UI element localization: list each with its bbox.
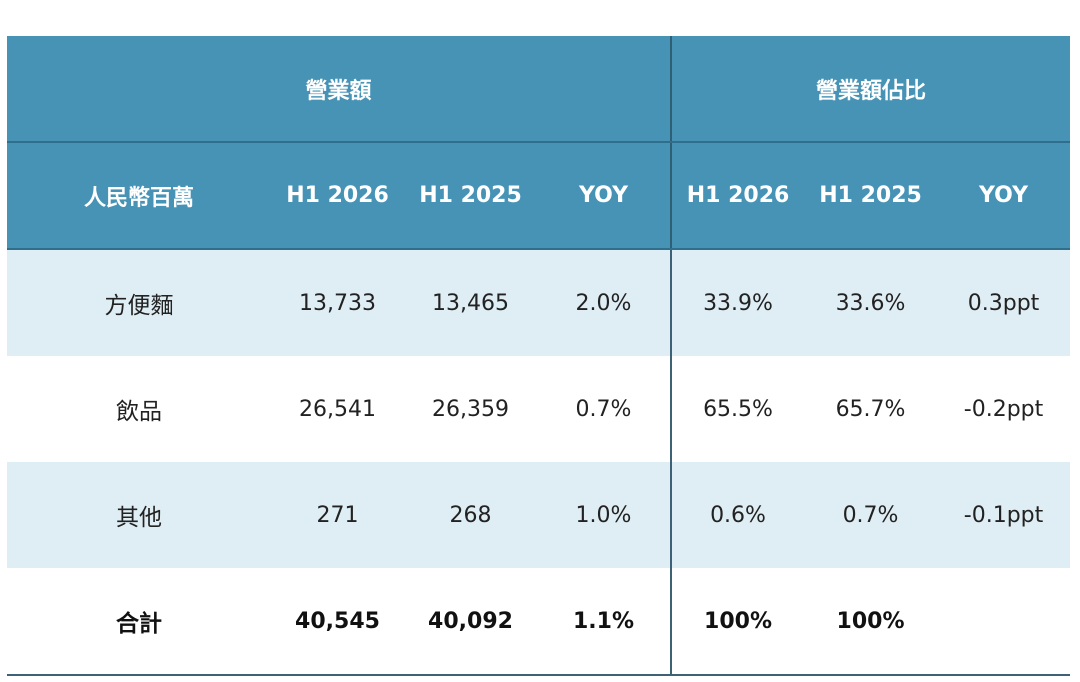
- column-header-share-yoy: YOY: [937, 142, 1071, 250]
- table-cell: 2.0%: [537, 249, 672, 356]
- table-cell: [937, 568, 1071, 676]
- table-cell: 0.7%: [537, 356, 672, 462]
- column-header-share-h1-2025: H1 2025: [804, 142, 938, 250]
- table-cell: 40,092: [404, 568, 537, 676]
- table-cell: -0.2ppt: [937, 356, 1071, 462]
- row-label: 方便麵: [7, 249, 271, 356]
- column-header-row: 人民幣百萬 H1 2026 H1 2025 YOY H1 2026 H1 202…: [7, 142, 1071, 250]
- group-header-revenue: 營業額: [7, 36, 672, 143]
- table-cell: 65.7%: [804, 356, 938, 462]
- table-cell: 271: [271, 462, 404, 568]
- table-cell: 268: [404, 462, 537, 568]
- column-header-revenue-yoy: YOY: [537, 142, 672, 250]
- table-row-instant-noodles: 方便麵 13,733 13,465 2.0% 33.9% 33.6% 0.3pp…: [7, 249, 1071, 356]
- table-cell: 0.6%: [670, 462, 805, 568]
- table-cell: 100%: [804, 568, 938, 676]
- table-cell: 26,541: [271, 356, 404, 462]
- table-cell: -0.1ppt: [937, 462, 1071, 568]
- table-cell: 65.5%: [670, 356, 805, 462]
- table-cell: 33.6%: [804, 249, 938, 356]
- table-cell: 26,359: [404, 356, 537, 462]
- column-header-revenue-h1-2025: H1 2025: [404, 142, 537, 250]
- table-cell: 40,545: [271, 568, 404, 676]
- table-cell: 33.9%: [670, 249, 805, 356]
- revenue-table: 營業額 營業額佔比 人民幣百萬 H1 2026 H1 2025 YOY H1 2…: [7, 36, 1071, 676]
- table-cell: 0.7%: [804, 462, 938, 568]
- table-cell: 1.1%: [537, 568, 672, 676]
- table-cell: 13,733: [271, 249, 404, 356]
- table-row-beverages: 飲品 26,541 26,359 0.7% 65.5% 65.7% -0.2pp…: [7, 356, 1071, 462]
- column-header-share-h1-2026: H1 2026: [670, 142, 805, 250]
- revenue-table-container: 營業額 營業額佔比 人民幣百萬 H1 2026 H1 2025 YOY H1 2…: [7, 36, 1071, 676]
- table-cell: 100%: [670, 568, 805, 676]
- row-label: 合計: [7, 568, 271, 676]
- table-row-total: 合計 40,545 40,092 1.1% 100% 100%: [7, 568, 1071, 676]
- table-row-others: 其他 271 268 1.0% 0.6% 0.7% -0.1ppt: [7, 462, 1071, 568]
- table-cell: 1.0%: [537, 462, 672, 568]
- column-header-unit: 人民幣百萬: [7, 142, 271, 250]
- table-cell: 13,465: [404, 249, 537, 356]
- group-header-share: 營業額佔比: [670, 36, 1071, 143]
- group-header-row: 營業額 營業額佔比: [7, 36, 1071, 143]
- table-cell: 0.3ppt: [937, 249, 1071, 356]
- column-header-revenue-h1-2026: H1 2026: [271, 142, 404, 250]
- row-label: 飲品: [7, 356, 271, 462]
- row-label: 其他: [7, 462, 271, 568]
